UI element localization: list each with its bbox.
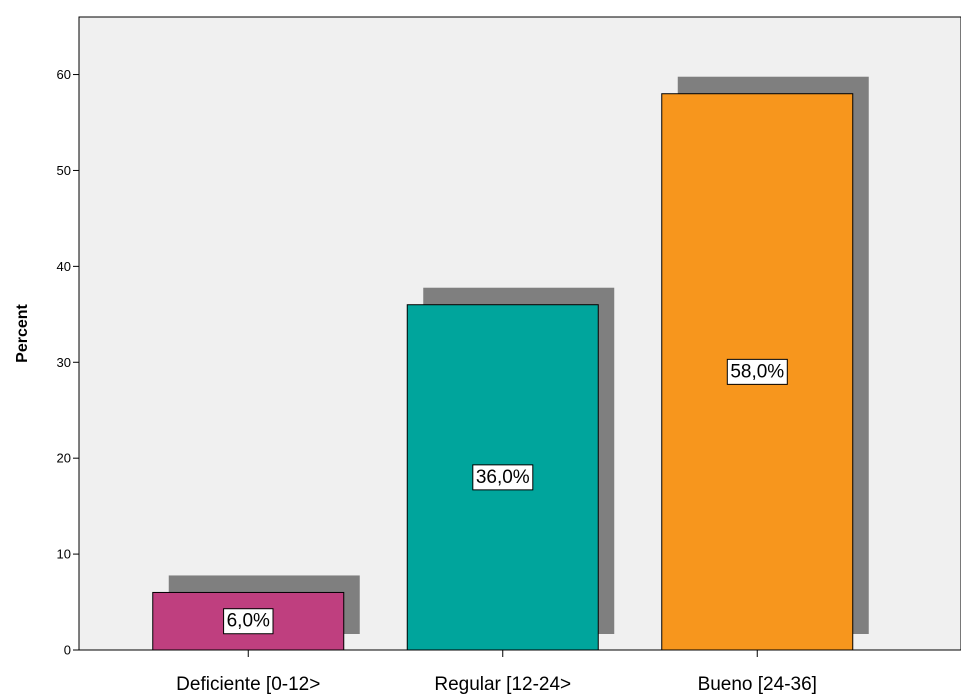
data-label-text: 58,0% [730, 361, 784, 382]
y-axis-title: Percent [14, 303, 31, 362]
data-label-box [726, 358, 788, 385]
y-tick-label: 50 [57, 163, 71, 178]
data-label: 58,0% [726, 358, 788, 385]
y-tick-label: 0 [64, 643, 71, 658]
data-labels: 6,0% 36,0% 58,0% [223, 358, 788, 635]
data-label-text: 36,0% [476, 467, 530, 488]
y-axis: 0 10 20 30 40 50 60 [57, 67, 79, 658]
x-tick-label: Bueno [24-36] [698, 674, 817, 695]
y-tick-label: 40 [57, 259, 71, 274]
y-tick-label: 20 [57, 451, 71, 466]
x-tick-label: Deficiente [0-12> [176, 674, 320, 695]
y-tick-label: 30 [57, 355, 71, 370]
data-label-box [223, 608, 274, 635]
y-tick-label: 10 [57, 547, 71, 562]
x-tick-label: Regular [12-24> [434, 674, 571, 695]
data-label-box [472, 464, 534, 491]
data-label-text: 6,0% [227, 611, 270, 632]
data-label: 36,0% [472, 464, 534, 491]
y-tick-label: 60 [57, 67, 71, 82]
data-label: 6,0% [223, 608, 274, 635]
x-axis: Deficiente [0-12> Regular [12-24> Bueno [2… [176, 650, 817, 695]
